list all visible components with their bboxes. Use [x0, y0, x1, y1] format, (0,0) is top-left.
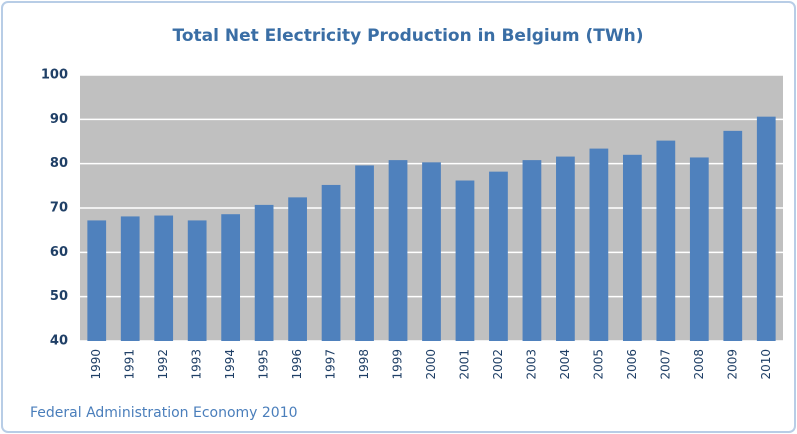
x-tick-label: 2009	[725, 349, 739, 380]
bar	[522, 160, 542, 341]
y-tick-label: 40	[50, 334, 68, 349]
y-tick-label: 60	[50, 245, 68, 260]
bar	[154, 215, 174, 341]
bar	[254, 204, 274, 341]
y-tick-label: 50	[50, 289, 68, 304]
bar	[87, 220, 107, 341]
bar	[221, 214, 241, 341]
x-tick-label: 1994	[223, 349, 237, 380]
bar	[556, 156, 575, 341]
y-tick-label: 100	[41, 68, 68, 83]
bar	[355, 165, 374, 341]
bar	[455, 180, 475, 341]
x-tick-label: 1993	[190, 349, 204, 380]
y-tick-label: 90	[50, 112, 68, 127]
bar	[187, 220, 207, 341]
x-tick-label: 2004	[558, 349, 572, 380]
bar	[120, 216, 140, 341]
bar	[288, 197, 307, 341]
x-tick-label: 2010	[759, 349, 773, 380]
x-tick-label: 1991	[123, 349, 137, 380]
bar	[656, 140, 676, 341]
bar	[422, 162, 441, 341]
x-tick-label: 1992	[156, 349, 170, 380]
y-tick-label: 70	[50, 201, 68, 216]
x-tick-label: 1996	[290, 349, 304, 380]
bar	[723, 130, 743, 341]
x-tick-label: 1995	[257, 349, 271, 380]
bar	[489, 171, 508, 341]
x-tick-label: 2007	[658, 349, 672, 380]
bar	[622, 154, 642, 341]
x-tick-label: 2000	[424, 349, 438, 380]
x-tick-label: 1998	[357, 349, 371, 380]
bar	[321, 184, 341, 341]
x-tick-label: 2008	[692, 349, 706, 380]
x-tick-label: 1997	[324, 349, 338, 380]
x-tick-label: 2001	[457, 349, 471, 380]
x-tick-label: 2002	[491, 349, 505, 380]
x-tick-label: 2006	[625, 349, 639, 380]
bar	[589, 148, 609, 341]
x-tick-label: 2005	[591, 349, 605, 380]
x-tick-label: 1990	[89, 349, 103, 380]
x-tick-label: 1999	[391, 349, 405, 380]
bar	[689, 157, 709, 341]
x-tick-label: 2003	[524, 349, 538, 380]
bar	[756, 116, 776, 341]
bar	[388, 160, 408, 341]
y-tick-label: 80	[50, 156, 68, 171]
source-note: Federal Administration Economy 2010	[30, 405, 298, 421]
chart-title: Total Net Electricity Production in Belg…	[173, 26, 644, 46]
